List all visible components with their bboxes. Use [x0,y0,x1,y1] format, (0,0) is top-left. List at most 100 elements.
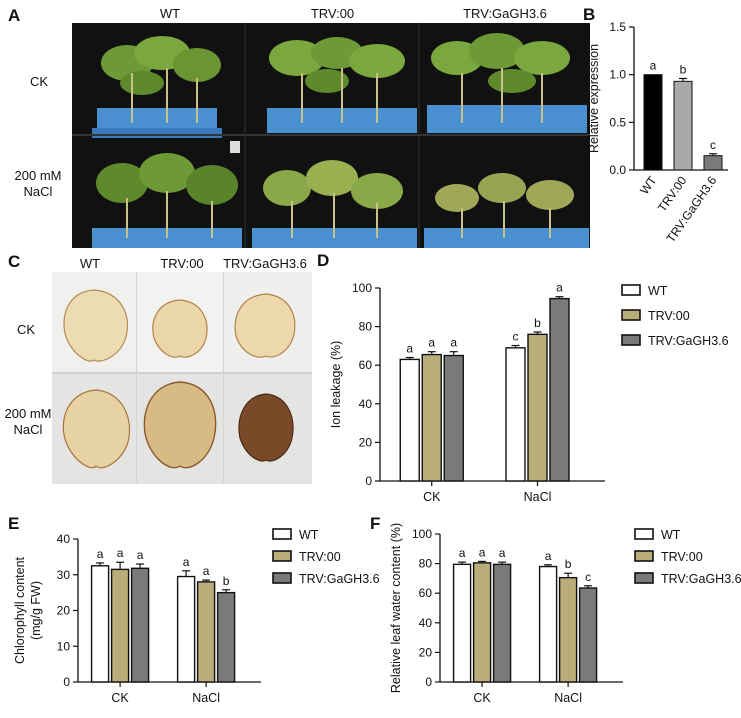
d-bar-NaCl-2 [549,297,570,482]
d-ytick-label-5: 100 [352,281,372,295]
b-xtick-label-0: WT [637,173,660,197]
e-ytick-label-0: 0 [63,675,70,689]
e-legend-label-0: WT [299,528,319,542]
e-sig-letter-NaCl-0: a [183,555,190,569]
f-sig-letter-NaCl-2: c [585,570,591,584]
f-sig-letter-NaCl-0: a [545,549,552,563]
f-legend-label-1: TRV:00 [661,550,703,564]
e-ytick-label-4: 40 [57,532,71,546]
e-legend-swatch-0 [272,528,292,540]
e-sig-letter-CK-1: a [117,546,124,560]
f-ytick-label-3: 60 [419,586,433,600]
panel-letter-e: E [8,514,19,533]
photo-ck-trv00 [267,37,417,133]
e-ytick-label-1: 10 [57,639,71,653]
f-sig-letter-CK-0: a [459,546,466,560]
d-sig-letter-NaCl-0: c [513,330,519,344]
f-bar-NaCl-2 [578,587,598,683]
leaf-photo-grid [52,272,312,484]
col-label-trv00: TRV:00 [310,6,355,21]
leaf-nacl-gh36 [238,393,294,462]
f-sig-letter-CK-1: a [479,545,486,559]
panel-letter-a: A [8,6,21,25]
f-sig-letter-CK-2: a [499,546,506,560]
f-legend-swatch-1 [634,550,654,562]
f-legend-label-2: TRV:GaGH3.6 [661,572,741,586]
b-bar-0 [643,74,663,171]
d-xtick-label-0: CK [423,490,441,504]
c-row-label-nacl: 200 mM NaCl [4,406,52,437]
d-sig-letter-CK-0: a [406,341,413,355]
chart-panel-d: D 0 20 40 60 80 100 Ion leakage (%) a a a CK c b a NaCl… [317,251,729,504]
f-ytick-label-4: 80 [419,557,433,571]
leaf-ck-trv00 [152,299,208,358]
f-bar-NaCl-0 [538,565,558,683]
e-sig-letter-CK-2: a [137,548,144,562]
e-ytick-label-3: 30 [57,568,71,582]
d-legend-swatch-1 [621,309,641,321]
d-sig-letter-CK-1: a [428,336,435,350]
panel-letter-f: F [370,514,380,533]
panel-letter-b: B [583,5,595,24]
d-bar-CK-2 [443,354,464,482]
photo-nacl-gh36 [424,173,589,248]
e-bar-NaCl-0 [176,575,196,683]
c-col-label-trv00: TRV:00 [160,256,204,271]
photo-nacl-wt [92,141,242,248]
d-legend-label-0: WT [648,284,668,298]
c-row-label-ck: CK [16,322,36,337]
d-legend-label-1: TRV:00 [648,309,690,323]
b-sig-letter-1: b [680,62,687,76]
d-sig-letter-NaCl-2: a [556,281,563,295]
e-legend-swatch-2 [272,572,292,584]
f-legend-label-0: WT [661,528,681,542]
b-bar-1 [673,80,693,171]
e-ylabel-0: Chlorophyll content [13,556,27,664]
photo-ck-wt [92,36,222,138]
f-ytick-label-5: 100 [412,527,432,541]
d-legend-label-2: TRV:GaGH3.6 [648,334,729,348]
e-sig-letter-CK-0: a [97,547,104,561]
chart-panel-f: F 0 20 40 60 80 100 Relative leaf water content… [370,514,741,705]
leaf-photo-drawing [52,272,312,484]
f-ytick-label-0: 0 [425,675,432,689]
f-sig-letter-NaCl-1: b [565,557,572,571]
d-ytick-label-0: 0 [365,474,372,488]
f-legend-swatch-2 [634,572,654,584]
b-bar-2 [703,155,723,171]
e-sig-letter-NaCl-1: a [203,564,210,578]
c-col-label-wt: WT [79,256,101,271]
e-ytick-label-2: 20 [57,604,71,618]
leaf-ck-gh36 [234,293,296,358]
e-bar-NaCl-1 [196,581,216,683]
f-xtick-label-0: CK [473,691,491,705]
f-ytick-label-1: 20 [419,645,433,659]
leaf-nacl-trv00 [143,381,217,469]
leaf-ck-wt [63,289,128,362]
d-sig-letter-NaCl-1: b [534,316,541,330]
b-ytick-label-1: 0.5 [609,115,626,129]
e-bar-CK-2 [130,567,150,683]
e-legend-swatch-1 [272,550,292,562]
d-ytick-label-3: 60 [359,358,373,372]
col-label-wt: WT [159,6,181,21]
e-xtick-label-0: CK [111,691,129,705]
d-legend-swatch-0 [621,284,641,296]
f-ylabel-0: Relative leaf water content (%) [389,523,403,693]
d-ytick-label-1: 20 [359,435,373,449]
b-ytick-label-0: 0.0 [609,163,626,177]
f-bar-CK-2 [492,563,512,683]
d-sig-letter-CK-2: a [450,336,457,350]
d-legend-swatch-2 [621,334,641,346]
plant-photo-grid [72,23,590,248]
f-legend-swatch-0 [634,528,654,540]
d-bar-CK-0 [399,358,420,482]
b-sig-letter-2: c [710,138,716,152]
e-legend-label-2: TRV:GaGH3.6 [299,572,380,586]
f-ytick-label-2: 40 [419,616,433,630]
d-xtick-label-1: NaCl [524,490,552,504]
e-bar-CK-0 [90,565,110,683]
d-ytick-label-2: 40 [359,397,373,411]
